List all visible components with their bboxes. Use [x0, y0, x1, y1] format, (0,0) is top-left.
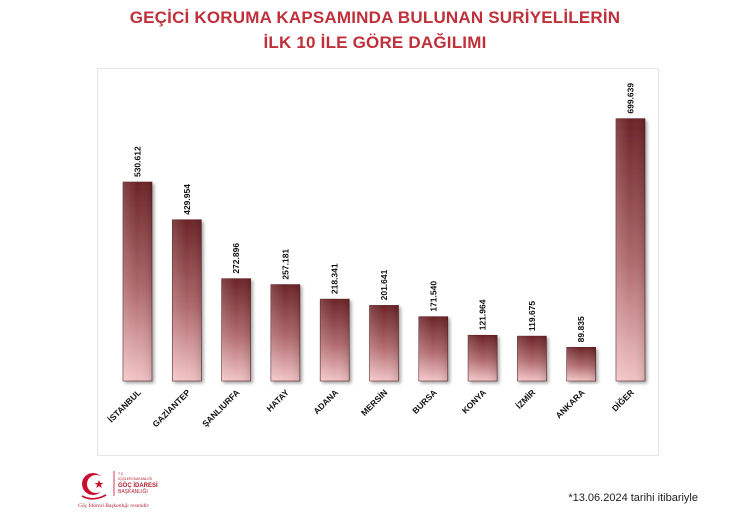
- value-label-8: 119.675: [527, 301, 537, 332]
- category-label-2: ŞANLIURFA: [200, 387, 241, 428]
- bar-shine-2: [221, 278, 251, 381]
- category-label-4: ADANA: [311, 387, 340, 416]
- value-label-4: 218.341: [330, 263, 340, 294]
- category-label-6: BURSA: [410, 387, 438, 415]
- chart-title-line-2: İLK 10 İLE GÖRE DAĞILIMI: [263, 33, 487, 52]
- chart-area: 530.612 429.954 272.896 257.181 218.341 201.6…: [97, 68, 659, 456]
- value-label-7: 121.964: [478, 299, 488, 330]
- logo-text-presidency: BAŞKANLIĞI: [118, 488, 148, 495]
- value-label-0: 530.612: [133, 146, 143, 177]
- bar-shine-0: [123, 182, 152, 381]
- logo-text-agency: GÖÇ İDARESİ: [118, 482, 158, 489]
- logo-text-tc: T.C.: [118, 472, 124, 476]
- value-label-1: 429.954: [182, 184, 192, 215]
- value-label-5: 201.641: [379, 269, 389, 300]
- value-label-6: 171.540: [428, 281, 438, 312]
- bar-shine-4: [320, 299, 350, 381]
- bar-shine-5: [369, 305, 399, 381]
- value-label-3: 257.181: [280, 249, 290, 280]
- bar-shine-9: [566, 347, 596, 381]
- bar-shine-6: [418, 316, 448, 381]
- value-label-2: 272.896: [231, 243, 241, 274]
- bar-shine-3: [270, 284, 300, 381]
- value-label-10: 699.639: [626, 83, 636, 114]
- bar-shine-8: [517, 336, 547, 381]
- bar-shine-7: [468, 335, 498, 381]
- bar-shine-1: [172, 219, 202, 381]
- category-label-0: İSTANBUL: [106, 387, 143, 424]
- goc-idaresi-logo: T.C. İÇİŞLERİ BAKANLIĞI GÖÇ İDARESİ BAŞK…: [76, 466, 186, 514]
- category-label-3: HATAY: [264, 387, 291, 414]
- category-label-1: GAZİANTEP: [150, 387, 192, 429]
- star-icon: [94, 480, 104, 488]
- chart-title-line-1: GEÇİCİ KORUMA KAPSAMINDA BULUNAN SURİYEL…: [129, 8, 621, 27]
- category-label-10: DİĞER: [609, 387, 636, 414]
- category-label-9: ANKARA: [553, 387, 586, 420]
- category-label-7: KONYA: [460, 387, 488, 415]
- category-label-8: İZMİR: [514, 387, 537, 410]
- logo-text-ministry: İÇİŞLERİ BAKANLIĞI: [118, 476, 152, 481]
- category-label-5: MERSİN: [359, 387, 389, 417]
- bar-chart: 530.612 429.954 272.896 257.181 218.341 201.6…: [106, 83, 646, 429]
- logo-slogan: Göç İdaresi Başkanlığı resmidir.: [78, 502, 149, 509]
- value-label-9: 89.835: [576, 316, 586, 342]
- bar-shine-10: [616, 118, 645, 381]
- date-footnote: *13.06.2024 tarihi itibariyle: [568, 492, 698, 504]
